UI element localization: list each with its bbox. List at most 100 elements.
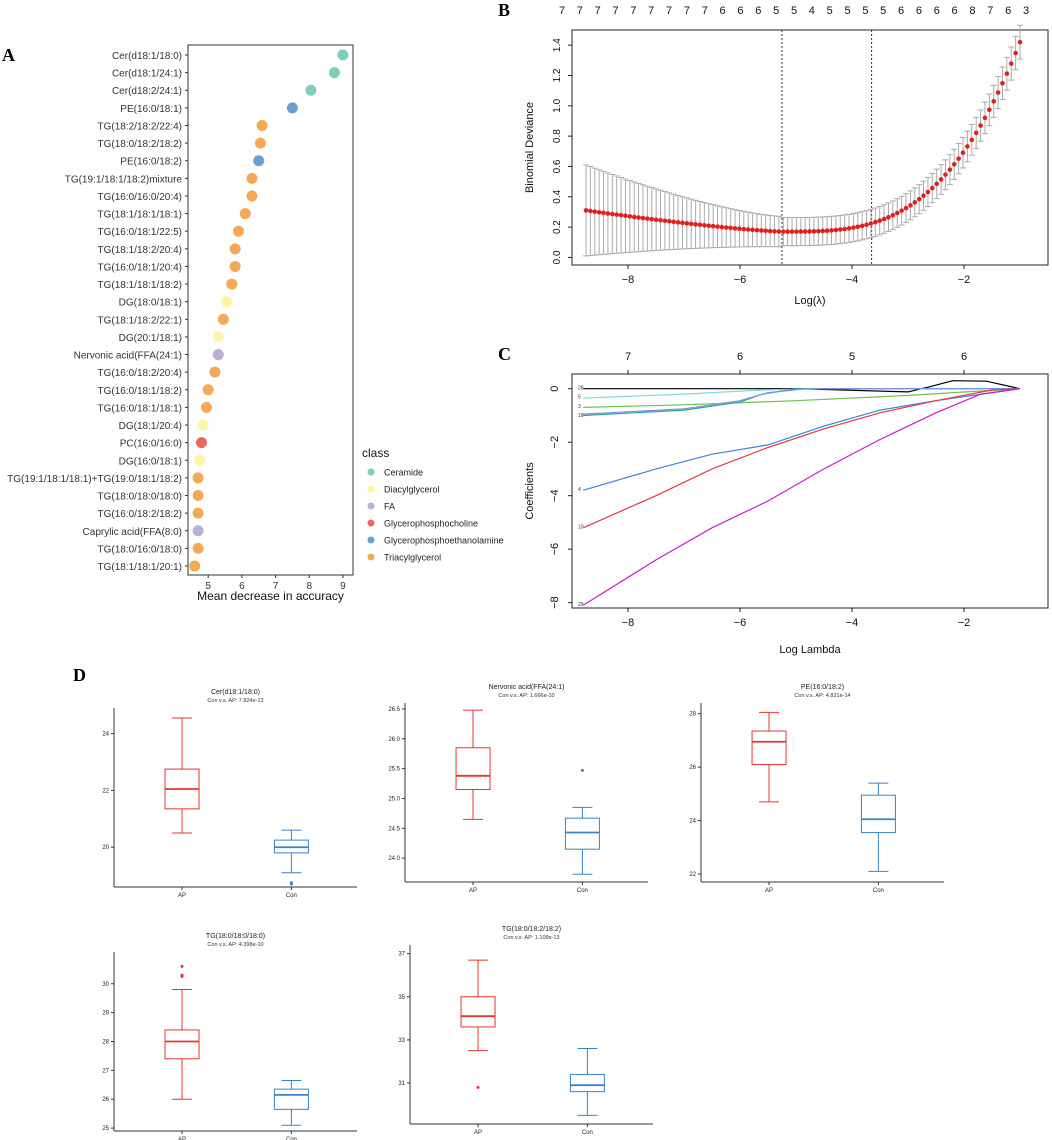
x-tick-label: Con xyxy=(286,1137,297,1140)
coefficient-path xyxy=(582,388,1021,606)
y-tick-label: 27 xyxy=(102,1068,109,1074)
legend-label: Glycerophosphoethanolamine xyxy=(384,536,504,546)
deviance-point xyxy=(702,222,707,228)
path-id-label: 29 xyxy=(578,602,584,608)
data-point xyxy=(256,119,268,131)
boxplot-subtitle: Con v.s. AP: 1.666e-10 xyxy=(498,693,554,699)
deviance-point xyxy=(662,218,668,224)
path-id-label: 18 xyxy=(578,413,584,419)
deviance-point xyxy=(710,223,716,229)
y-tick-label: TG(18:0/16:0/18:0) xyxy=(98,544,183,555)
panel-label-b: B xyxy=(498,0,510,20)
panel-a-importance-dotplot: Cer(d18:1/18:0) Cer(d18:1/24:1) Cer(d18:2/… xyxy=(7,44,504,603)
y-tick-label: DG(16:0/18:1) xyxy=(119,456,182,467)
outlier-point xyxy=(289,881,293,885)
y-tick-label: 37 xyxy=(398,952,405,958)
y-tick-label: PE(16:0/18:1) xyxy=(120,104,182,115)
y-tick-label: 26 xyxy=(102,1097,109,1103)
box xyxy=(751,730,787,765)
deviance-point xyxy=(877,218,883,223)
y-tick-label: 28 xyxy=(689,712,696,718)
y-tick-label: −8 xyxy=(549,596,561,609)
deviance-point xyxy=(912,200,918,205)
deviance-point xyxy=(772,229,777,234)
deviance-point xyxy=(754,227,760,233)
deviance-point xyxy=(881,216,887,222)
deviance-point xyxy=(973,130,979,136)
deviance-point xyxy=(596,209,602,215)
data-point xyxy=(189,560,201,572)
deviance-point xyxy=(991,99,996,104)
y-tick-label: TG(19:1/18:1/18:2)mixture xyxy=(65,174,183,185)
data-point xyxy=(253,155,265,167)
deviance-point xyxy=(842,226,847,232)
legend-key xyxy=(367,502,375,510)
deviance-point xyxy=(649,216,655,222)
top-count-label: 6 xyxy=(720,5,726,17)
panel-label-c: C xyxy=(498,344,511,364)
boxplot-title: TG(18:0/18:2/18:2) xyxy=(502,926,561,933)
data-point xyxy=(192,507,204,519)
plot-frame xyxy=(571,29,1049,266)
y-tick-label: 26.0 xyxy=(388,737,400,743)
y-tick-label: TG(18:0/18:0/18:0) xyxy=(98,492,183,503)
deviance-point xyxy=(894,210,900,216)
deviance-point xyxy=(1013,50,1018,56)
boxplot-subtitle: Con v.s. AP: 4.398e-10 xyxy=(207,942,263,948)
deviance-point xyxy=(640,215,646,221)
x-tick-label: Con xyxy=(577,888,588,894)
y-tick-label: Cer(d18:1/24:1) xyxy=(112,69,182,80)
y-tick-label: DG(18:1/20:4) xyxy=(119,421,182,432)
deviance-point xyxy=(925,189,931,195)
y-tick-label: 1.4 xyxy=(552,38,563,52)
path-id-label: 3 xyxy=(578,404,581,410)
top-count-label: 5 xyxy=(773,5,779,17)
data-point xyxy=(254,137,266,149)
x-tick-label: −2 xyxy=(958,617,971,629)
box xyxy=(860,794,896,834)
y-tick-label: 26.5 xyxy=(388,707,400,713)
deviance-point xyxy=(767,228,773,234)
deviance-point xyxy=(697,222,703,228)
top-count-label: 5 xyxy=(862,5,868,17)
x-axis-label: Mean decrease in accuracy xyxy=(197,589,344,603)
deviance-point xyxy=(666,219,672,224)
y-tick-label: 22 xyxy=(689,872,696,878)
y-tick-label: TG(18:0/18:2/18:2) xyxy=(98,139,183,150)
y-tick-label: −2 xyxy=(549,436,561,449)
y-tick-label: 0.2 xyxy=(552,220,563,234)
deviance-point xyxy=(776,229,782,234)
y-tick-label: 24 xyxy=(689,819,696,825)
top-axis-label: 5 xyxy=(849,351,855,363)
y-tick-label: 29 xyxy=(102,1011,109,1017)
y-tick-label: Caprylic acid(FFA(8:0) xyxy=(83,527,182,538)
y-tick-label: 20 xyxy=(102,845,109,851)
y-tick-label: 0.0 xyxy=(552,250,563,264)
y-tick-label: TG(18:1/18:1/18:1) xyxy=(98,210,183,221)
top-axis-label: 6 xyxy=(961,351,967,363)
deviance-point xyxy=(688,221,694,227)
top-axis-label: 6 xyxy=(737,351,743,363)
legend-key xyxy=(367,485,375,493)
x-tick-label: AP xyxy=(469,888,477,894)
boxplot-title: Cer(d18:1/18:0) xyxy=(211,689,260,696)
deviance-point xyxy=(601,210,606,216)
data-point xyxy=(197,419,209,431)
data-point xyxy=(202,384,214,396)
deviance-point xyxy=(583,208,589,213)
deviance-point xyxy=(745,227,751,232)
legend-title: class xyxy=(362,446,389,460)
panel-d-boxplots: Cer(d18:1/18:0) Con v.s. AP: 7.824e-13 20 2… xyxy=(102,684,944,1140)
legend-label: Glycerophosphocholine xyxy=(384,519,478,529)
deviance-point xyxy=(873,219,878,225)
deviance-point xyxy=(759,228,764,233)
data-point xyxy=(229,260,241,272)
deviance-point xyxy=(868,221,874,226)
y-tick-label: 0.8 xyxy=(552,129,563,143)
panel-label-d: D xyxy=(73,665,86,685)
x-tick-label: Con xyxy=(582,1130,593,1136)
top-count-label: 7 xyxy=(648,5,654,17)
deviance-point xyxy=(943,172,948,177)
deviance-point xyxy=(780,229,786,234)
legend-key xyxy=(367,553,375,561)
